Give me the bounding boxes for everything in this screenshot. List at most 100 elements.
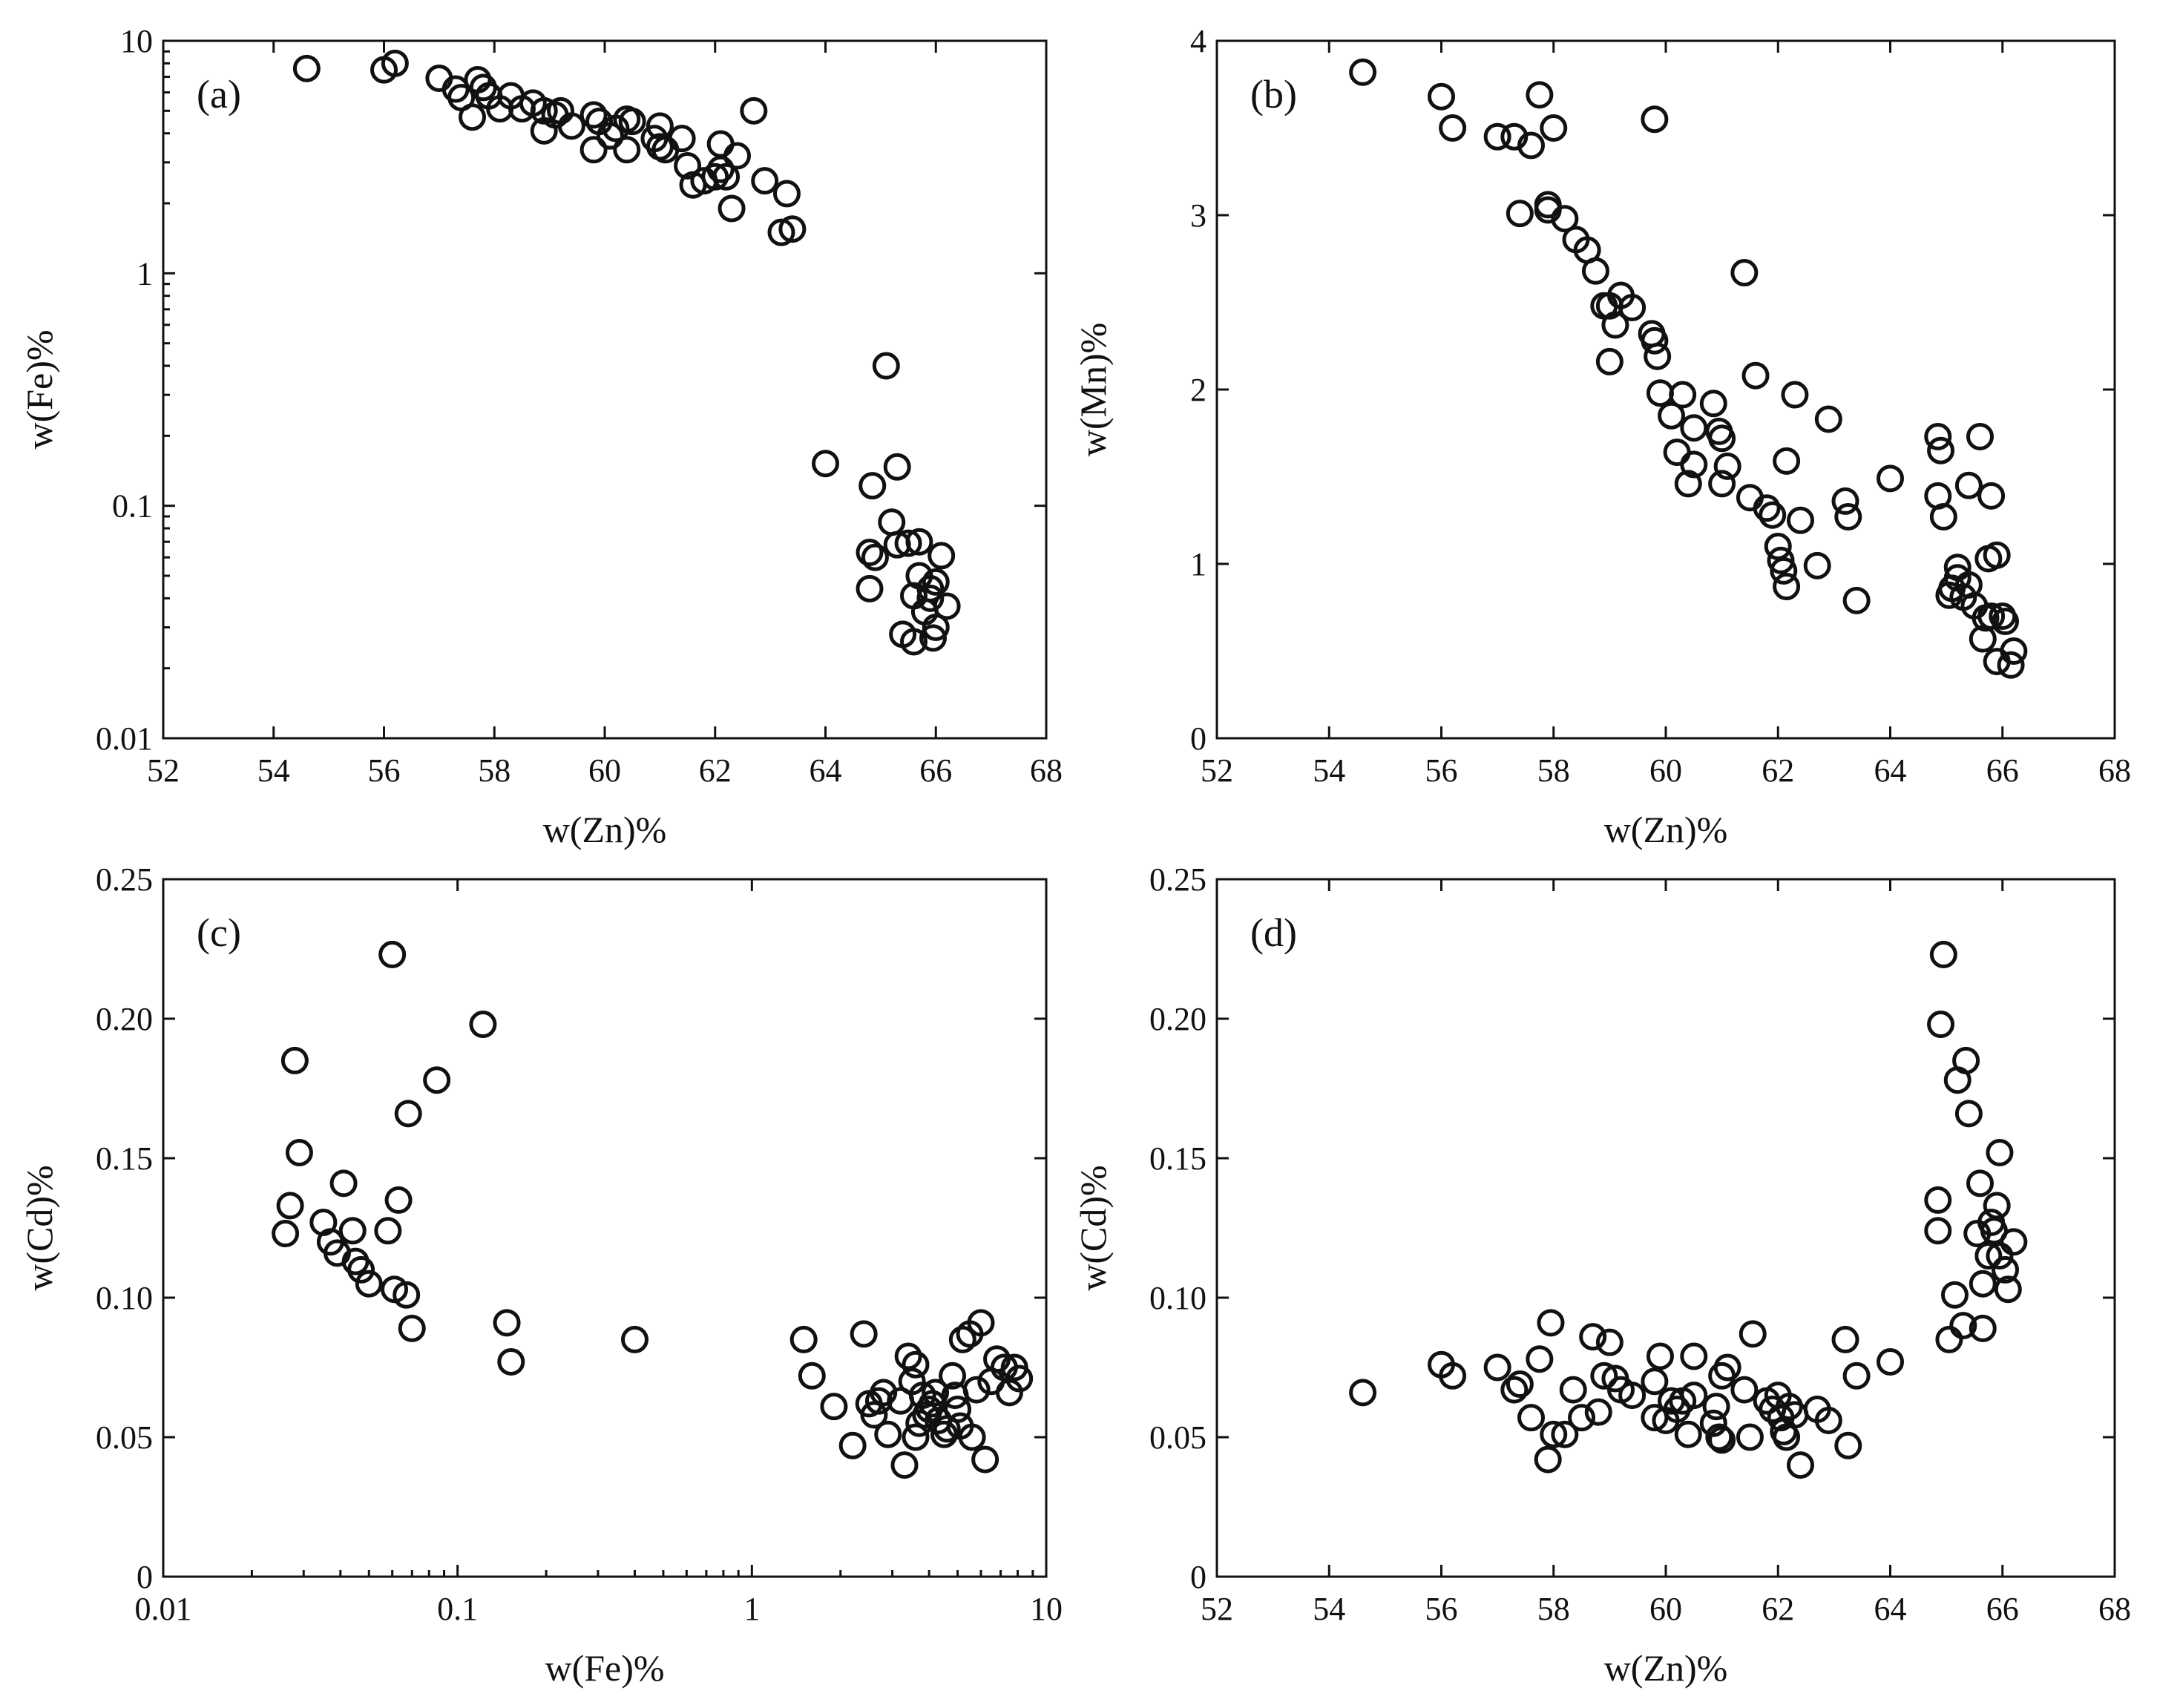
data-point xyxy=(812,450,839,478)
x-axis-title: w(Zn)% xyxy=(543,809,667,850)
data-point xyxy=(1551,205,1579,233)
data-point xyxy=(948,1325,976,1353)
data-point xyxy=(767,218,795,246)
data-point xyxy=(939,1362,967,1390)
x-tick-label: 60 xyxy=(1649,752,1682,789)
x-tick-label: 66 xyxy=(919,752,952,789)
data-point xyxy=(1877,1347,1904,1376)
data-point xyxy=(1540,114,1568,142)
data-point xyxy=(1428,82,1455,111)
y-tick-label: 0 xyxy=(1190,1559,1206,1595)
x-tick-label: 64 xyxy=(810,752,842,789)
data-point xyxy=(872,352,900,380)
data-point xyxy=(1618,294,1647,322)
data-point xyxy=(469,1011,497,1039)
panel-label: (b) xyxy=(1250,72,1297,116)
data-point xyxy=(1924,1217,1952,1245)
data-point xyxy=(1581,257,1609,285)
data-point xyxy=(1641,105,1669,134)
data-point xyxy=(1924,422,1952,450)
data-point xyxy=(838,1431,867,1459)
data-point xyxy=(1994,1275,2022,1304)
data-point xyxy=(1814,405,1842,433)
data-point xyxy=(1983,1192,2011,1220)
x-tick-label: 52 xyxy=(1201,752,1233,789)
panel-c: 0.01 0.1 1 10 0 0.05 0.10 0.15 0.20 0.25 w(Fe)% w(C… xyxy=(19,861,1063,1689)
x-tick-label: 68 xyxy=(2098,1591,2131,1627)
data-point xyxy=(1713,1353,1741,1382)
data-point xyxy=(1781,381,1809,409)
x-tick-label: 58 xyxy=(1537,752,1570,789)
y-tick-label: 0.05 xyxy=(1149,1419,1206,1456)
data-point xyxy=(469,73,497,102)
data-point xyxy=(1741,361,1770,390)
data-point xyxy=(1924,1186,1952,1214)
x-tick-label: 52 xyxy=(1201,1591,1233,1627)
data-point xyxy=(850,1320,878,1348)
data-point xyxy=(1526,81,1554,109)
data-point xyxy=(894,1342,922,1370)
data-point xyxy=(778,215,807,243)
data-point xyxy=(668,125,696,153)
panel-label: (d) xyxy=(1250,910,1297,955)
data-point xyxy=(1787,506,1814,534)
data-point xyxy=(1954,1100,1983,1128)
data-point xyxy=(723,142,751,170)
x-axis-title: w(Zn)% xyxy=(1604,1647,1728,1689)
y-tick-label: 0.15 xyxy=(96,1140,153,1177)
data-point xyxy=(706,155,735,183)
data-point xyxy=(1787,1451,1814,1479)
data-point xyxy=(1517,131,1545,160)
data-point xyxy=(1940,1281,1969,1309)
data-point xyxy=(1952,1046,1980,1074)
data-point xyxy=(1730,259,1759,287)
x-tick-label: 1 xyxy=(743,1591,760,1627)
data-point xyxy=(1526,1345,1554,1373)
data-point xyxy=(922,568,950,596)
data-point xyxy=(1559,1376,1587,1404)
x-tick-label: 54 xyxy=(257,752,290,789)
data-point xyxy=(944,1395,972,1423)
data-point xyxy=(1517,1404,1545,1432)
x-tick-label: 64 xyxy=(1874,752,1907,789)
data-point xyxy=(374,1217,402,1245)
data-point xyxy=(1764,533,1792,560)
y-tick-label: 0.25 xyxy=(1149,861,1206,898)
y-tick-label: 0 xyxy=(137,1559,153,1595)
data-point xyxy=(1929,941,1957,969)
data-point xyxy=(1534,1445,1562,1474)
y-tick-label: 0.20 xyxy=(96,1001,153,1037)
data-point xyxy=(1579,1323,1607,1351)
data-point xyxy=(1708,470,1736,498)
data-point xyxy=(918,1390,946,1418)
data-point xyxy=(718,194,746,223)
data-point xyxy=(922,1379,950,1407)
data-point xyxy=(1674,470,1702,498)
data-point xyxy=(890,1451,919,1479)
data-point xyxy=(1842,1362,1871,1390)
data-point xyxy=(1601,311,1629,339)
data-point xyxy=(789,1325,818,1353)
data-point xyxy=(751,167,779,195)
data-point xyxy=(272,1220,300,1248)
x-axis-title: w(Zn)% xyxy=(1604,809,1728,850)
y-tick-label: 0.10 xyxy=(96,1280,153,1316)
data-point xyxy=(967,1309,995,1337)
data-point xyxy=(905,528,933,556)
data-point xyxy=(2000,1228,2028,1256)
x-tick-label: 56 xyxy=(368,752,401,789)
data-point xyxy=(493,1309,521,1337)
data-point xyxy=(1658,401,1686,430)
y-tick-label: 0.1 xyxy=(112,488,153,525)
data-point xyxy=(856,539,884,567)
data-point xyxy=(740,96,768,125)
data-point xyxy=(1814,1406,1842,1434)
data-point xyxy=(1966,422,1994,450)
data-point xyxy=(1595,347,1624,375)
data-point xyxy=(928,542,956,570)
data-point xyxy=(878,508,906,536)
data-point xyxy=(1540,1420,1568,1448)
data-point xyxy=(1680,414,1708,442)
data-point xyxy=(1977,482,2006,510)
